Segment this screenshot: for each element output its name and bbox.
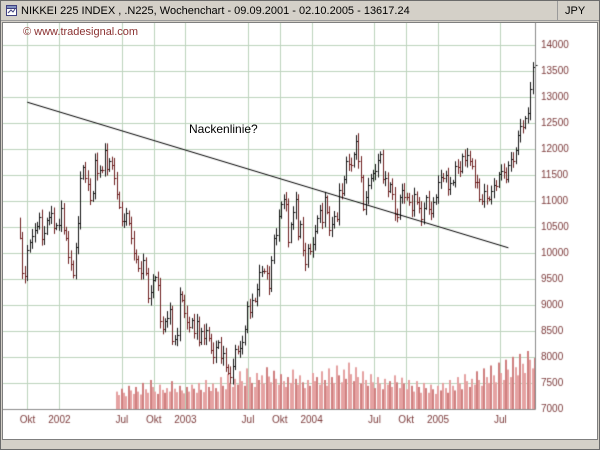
chart-panel: © www.tradesignal.com Nackenlinie? bbox=[2, 22, 598, 440]
price-chart-canvas[interactable] bbox=[3, 23, 597, 439]
chart-title: NIKKEI 225 INDEX , .N225, Wochenchart - … bbox=[21, 4, 410, 17]
copyright-label: © www.tradesignal.com bbox=[23, 26, 139, 38]
chart-window-icon[interactable] bbox=[6, 5, 17, 16]
title-bar: NIKKEI 225 INDEX , .N225, Wochenchart - … bbox=[1, 1, 599, 21]
currency-label: JPY bbox=[557, 1, 599, 20]
neckline-annotation: Nackenlinie? bbox=[189, 122, 258, 136]
